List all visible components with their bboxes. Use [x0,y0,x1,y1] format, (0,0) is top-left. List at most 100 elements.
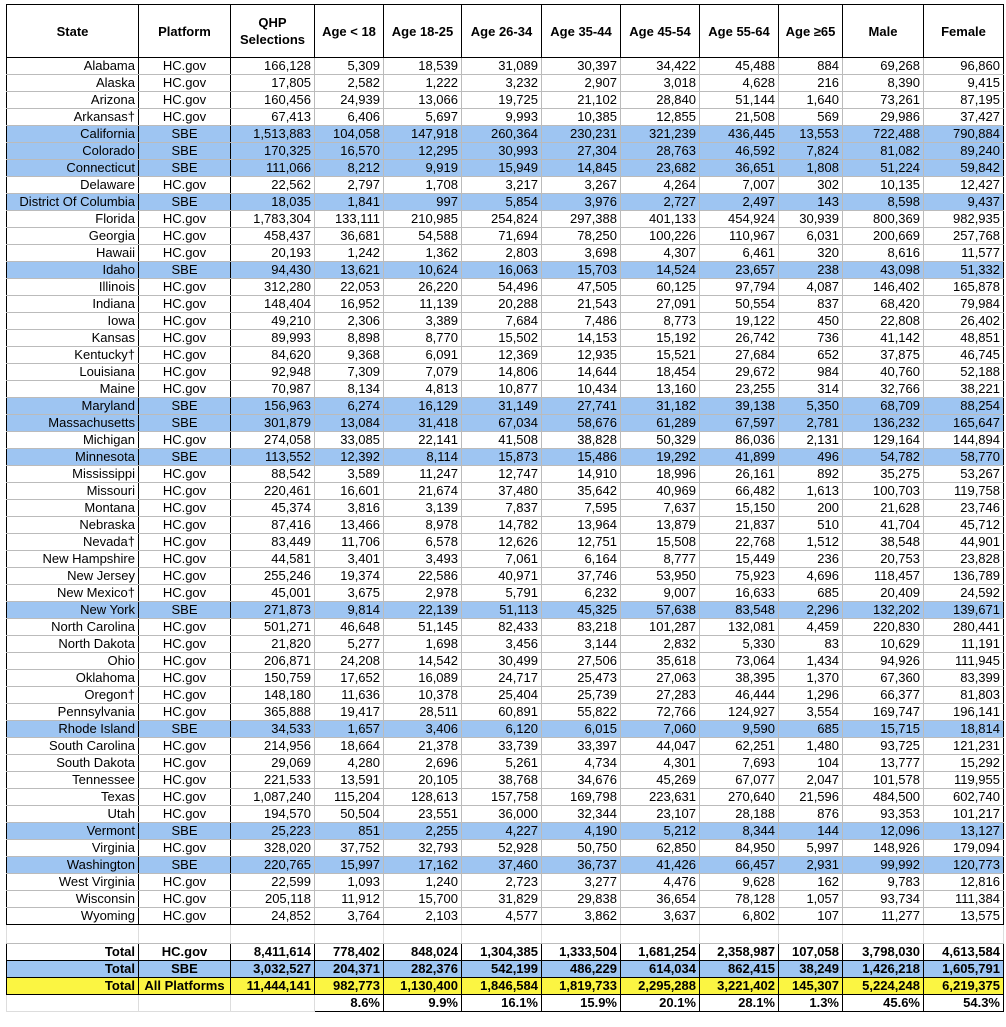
number-cell: 15,949 [461,159,542,177]
number-cell: 27,304 [541,142,621,160]
table-row: Alabama HC.gov 166,128 5,309 18,539 31,089 30,… [6,57,1004,75]
number-cell: 11,636 [314,686,384,704]
number-cell: 133,111 [314,210,384,228]
number-cell: 1,841 [314,193,384,211]
percentage-cell: 20.1% [620,994,700,1012]
number-cell: 27,684 [699,346,779,364]
number-cell: 8,770 [383,329,462,347]
number-cell: 1,370 [778,669,843,687]
number-cell: 24,939 [314,91,384,109]
platform-cell: SBE [138,142,231,160]
number-cell: 44,047 [620,737,700,755]
total-label: Total [6,960,139,978]
number-cell: 121,231 [923,737,1004,755]
number-cell: 132,202 [842,601,924,619]
number-cell: 150,759 [230,669,315,687]
empty-cell [778,924,843,944]
number-cell: 790,884 [923,125,1004,143]
number-cell: 11,247 [383,465,462,483]
number-cell: 214,956 [230,737,315,755]
platform-cell: HC.gov [138,686,231,704]
number-cell: 31,418 [383,414,462,432]
number-cell: 2,295,288 [620,977,700,995]
platform-cell: SBE [138,397,231,415]
number-cell: 16,601 [314,482,384,500]
state-cell: Rhode Island [6,720,139,738]
number-cell: 84,950 [699,839,779,857]
number-cell: 2,497 [699,193,779,211]
number-cell: 22,053 [314,278,384,296]
number-cell: 39,138 [699,397,779,415]
state-cell: District Of Columbia [6,193,139,211]
number-cell: 602,740 [923,788,1004,806]
column-header: Age < 18 [314,4,384,58]
number-cell: 67,077 [699,771,779,789]
number-cell: 22,599 [230,873,315,891]
number-cell: 5,997 [778,839,843,857]
state-cell: Alaska [6,74,139,92]
platform-cell: HC.gov [138,669,231,687]
number-cell: 4,227 [461,822,542,840]
number-cell: 28,763 [620,142,700,160]
number-cell: 21,543 [541,295,621,313]
platform-cell: HC.gov [138,499,231,517]
number-cell: 59,842 [923,159,1004,177]
number-cell: 18,664 [314,737,384,755]
number-cell: 6,120 [461,720,542,738]
number-cell: 37,752 [314,839,384,857]
number-cell: 14,782 [461,516,542,534]
platform-cell: SBE [138,960,231,978]
number-cell: 4,087 [778,278,843,296]
number-cell: 230,231 [541,125,621,143]
number-cell: 31,149 [461,397,542,415]
number-cell: 7,837 [461,499,542,517]
number-cell: 5,791 [461,584,542,602]
number-cell: 26,742 [699,329,779,347]
number-cell: 41,899 [699,448,779,466]
number-cell: 58,770 [923,448,1004,466]
number-cell: 15,486 [541,448,621,466]
platform-cell: SBE [138,159,231,177]
number-cell: 45,001 [230,584,315,602]
number-cell: 94,430 [230,261,315,279]
empty-cell [620,924,700,944]
platform-cell: HC.gov [138,482,231,500]
platform-cell: HC.gov [138,533,231,551]
number-cell: 21,508 [699,108,779,126]
number-cell: 27,063 [620,669,700,687]
number-cell: 14,524 [620,261,700,279]
number-cell: 27,741 [541,397,621,415]
number-cell: 13,084 [314,414,384,432]
number-cell: 88,542 [230,465,315,483]
number-cell: 124,927 [699,703,779,721]
state-cell: Hawaii [6,244,139,262]
table-row: Alaska HC.gov 17,805 2,582 1,222 3,232 2,907 3,… [6,74,1004,92]
platform-cell: SBE [138,856,231,874]
number-cell: 6,461 [699,244,779,262]
number-cell: 5,224,248 [842,977,924,995]
number-cell: 38,395 [699,669,779,687]
number-cell: 15,873 [461,448,542,466]
number-cell: 19,374 [314,567,384,585]
number-cell: 45,374 [230,499,315,517]
number-cell: 12,816 [923,873,1004,891]
number-cell: 94,926 [842,652,924,670]
number-cell: 1,434 [778,652,843,670]
number-cell: 100,703 [842,482,924,500]
number-cell: 1,426,218 [842,960,924,978]
number-cell: 21,674 [383,482,462,500]
number-cell: 44,581 [230,550,315,568]
number-cell: 41,508 [461,431,542,449]
number-cell: 2,723 [461,873,542,891]
number-cell: 41,704 [842,516,924,534]
platform-cell: HC.gov [138,380,231,398]
number-cell: 3,406 [383,720,462,738]
number-cell: 11,277 [842,907,924,925]
platform-cell: HC.gov [138,652,231,670]
number-cell: 111,945 [923,652,1004,670]
number-cell: 160,456 [230,91,315,109]
table-row: Wisconsin HC.gov 205,118 11,912 15,700 31,829… [6,890,1004,908]
number-cell: 119,955 [923,771,1004,789]
number-cell: 10,434 [541,380,621,398]
number-cell: 876 [778,805,843,823]
